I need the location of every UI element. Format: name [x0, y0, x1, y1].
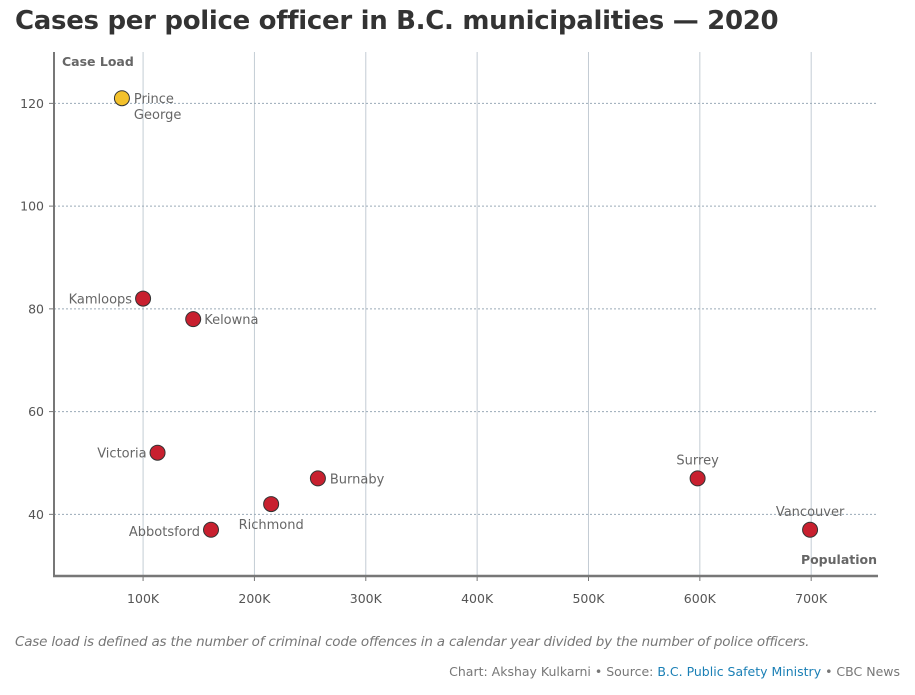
x-tick-label: 300K	[350, 591, 383, 606]
source-link[interactable]: B.C. Public Safety Ministry	[657, 664, 822, 679]
credits-chart-source-prefix: Chart: Akshay Kulkarni • Source:	[449, 664, 658, 679]
point-label: Surrey	[676, 453, 719, 468]
y-tick-label: 40	[28, 507, 44, 522]
scatter-chart: 100K 200K 300K 400K 500K 600K 700K 40 60 80 100 120…	[20, 52, 878, 606]
data-point	[135, 290, 152, 307]
grid-layer	[54, 52, 878, 576]
data-point	[203, 521, 220, 538]
point-label: Victoria	[97, 447, 146, 462]
x-tick-label: 500K	[572, 591, 605, 606]
x-axis-title: Population	[801, 552, 877, 567]
data-point	[113, 90, 130, 107]
point-label: Kelowna	[204, 313, 258, 328]
x-tick-label: 400K	[461, 591, 494, 606]
point-label: Abbotsford	[129, 525, 200, 540]
y-tick-label: 80	[28, 301, 44, 316]
y-tick-label: 60	[28, 404, 44, 419]
point-label: Richmond	[239, 518, 304, 533]
data-point	[149, 444, 166, 461]
credits-suffix: • CBC News	[821, 664, 900, 679]
y-axis-title: Case Load	[62, 54, 134, 69]
point-label: Vancouver	[776, 505, 845, 520]
x-tick-label: 700K	[795, 591, 828, 606]
point-label: Burnaby	[330, 472, 385, 487]
x-tick-label: 100K	[127, 591, 160, 606]
point-label: Kamloops	[69, 293, 133, 308]
y-tick-label: 120	[20, 96, 44, 111]
data-point	[309, 470, 326, 487]
chart-title: Cases per police officer in B.C. municip…	[15, 6, 779, 36]
point-layer	[113, 90, 819, 538]
data-point	[802, 521, 819, 538]
data-point	[263, 496, 280, 513]
footnote: Case load is defined as the number of cr…	[15, 634, 810, 650]
x-tick-label: 200K	[238, 591, 271, 606]
x-tick-label: 600K	[684, 591, 717, 606]
data-point	[185, 311, 202, 328]
y-tick-label: 100	[20, 199, 44, 214]
label-layer: Prince George Kamloops Kelowna Victoria Burna…	[69, 92, 845, 540]
axis-layer: 100K 200K 300K 400K 500K 600K 700K 40 60 80 100 120	[20, 52, 878, 606]
credits: Chart: Akshay Kulkarni • Source: B.C. Pu…	[449, 664, 900, 679]
point-label: Prince George	[134, 92, 181, 123]
data-point	[689, 470, 706, 487]
